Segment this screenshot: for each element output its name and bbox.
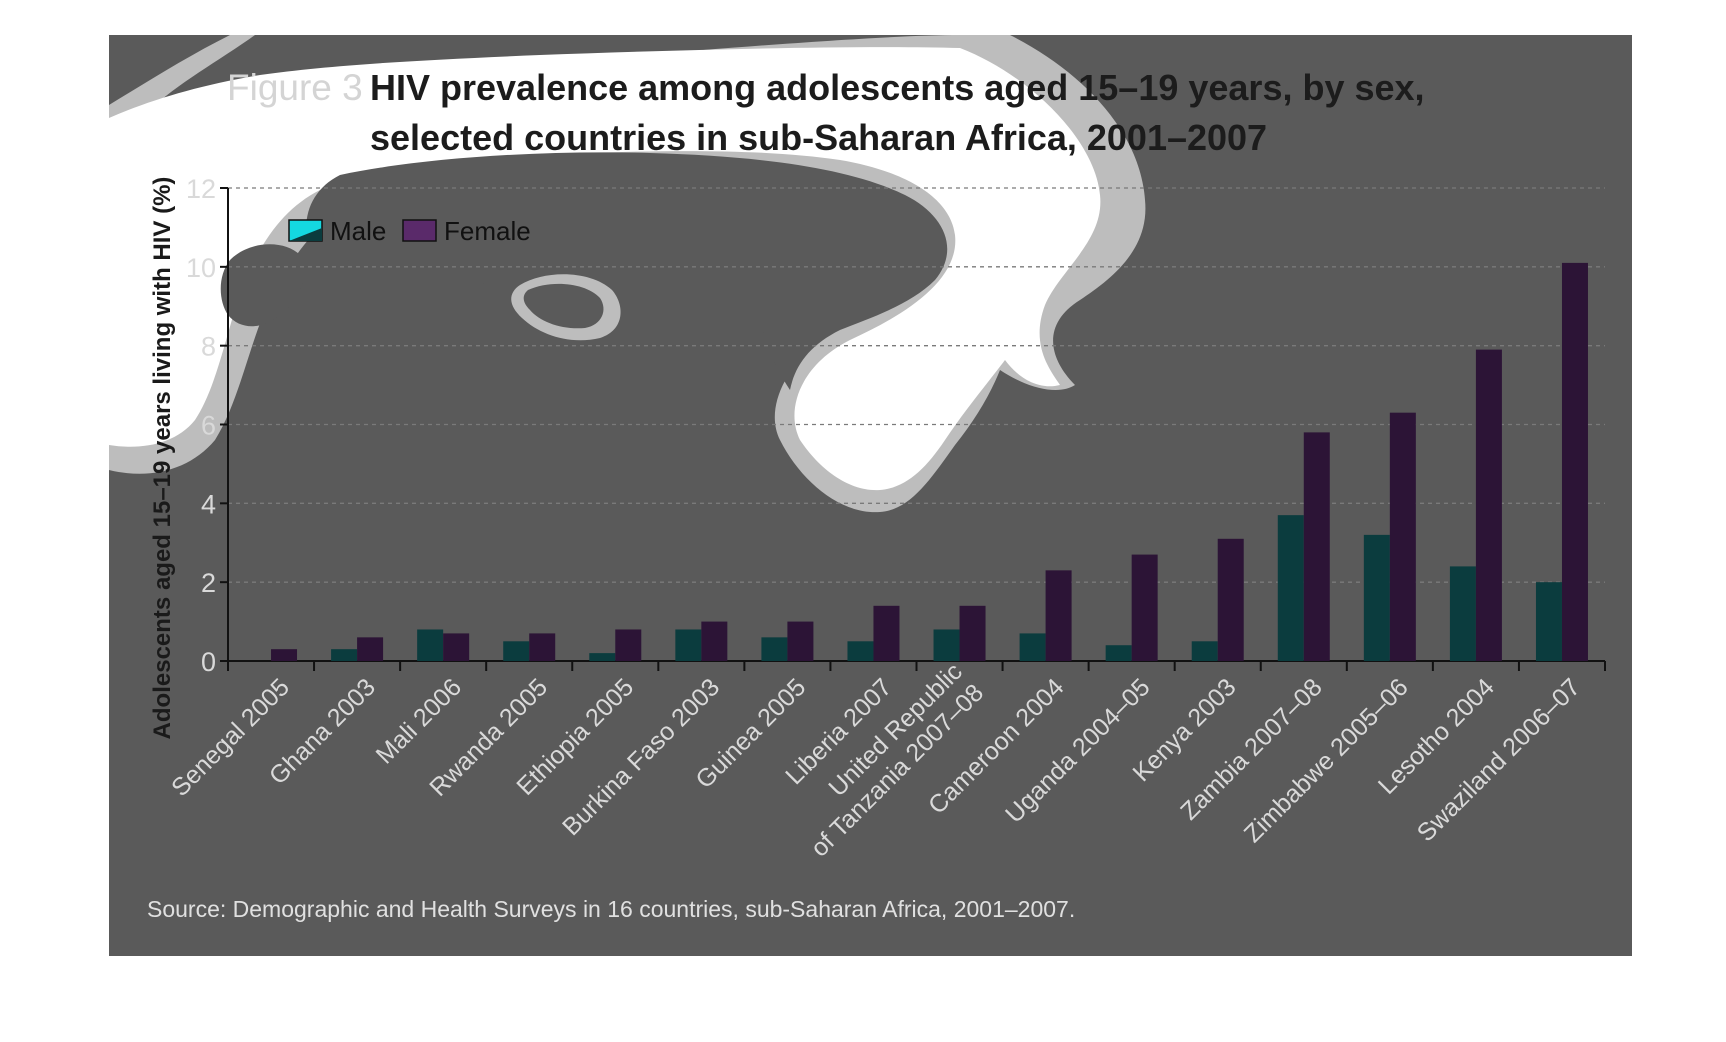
bar-female <box>1131 554 1158 661</box>
legend-label-male: Male <box>330 216 386 246</box>
bar-male <box>589 653 616 661</box>
bar-male <box>503 641 530 661</box>
map-shape-white <box>109 47 1101 491</box>
map-inner-dark <box>306 152 948 390</box>
bar-female <box>1217 538 1244 661</box>
map-lake-inner <box>523 283 604 329</box>
bar-female <box>1561 262 1588 661</box>
bar-female <box>443 633 470 661</box>
source-note: Source: Demographic and Health Surveys i… <box>147 896 1075 922</box>
bar-male <box>1535 582 1562 661</box>
y-tick-label: 4 <box>201 489 216 519</box>
y-tick-label: 10 <box>186 253 216 283</box>
map-inner-dark-2 <box>220 244 305 327</box>
y-tick-label: 2 <box>201 568 216 598</box>
chart-title-line-2: selected countries in sub-Saharan Africa… <box>370 117 1267 158</box>
legend-swatch-female <box>402 219 437 242</box>
bars <box>271 262 1588 661</box>
bar-female <box>1475 349 1502 661</box>
bar-female <box>787 621 814 661</box>
bar-male <box>675 629 702 661</box>
background-map-shape <box>109 35 1146 513</box>
bar-male <box>933 629 960 661</box>
bar-female <box>615 629 642 661</box>
bar-female <box>529 633 556 661</box>
bar-female <box>357 637 384 661</box>
figure-label: Figure 3 <box>227 67 363 108</box>
bar-male <box>761 637 788 661</box>
bar-male <box>1019 633 1046 661</box>
bar-female <box>701 621 728 661</box>
bar-male <box>1105 645 1132 661</box>
bar-female <box>1389 412 1416 661</box>
legend-label-female: Female <box>444 216 531 246</box>
chart-title-line-1: HIV prevalence among adolescents aged 15… <box>370 67 1425 108</box>
y-tick-label: 8 <box>201 332 216 362</box>
bar-male <box>331 649 358 661</box>
y-tick-labels: 0 2 4 6 8 10 12 <box>186 174 216 677</box>
y-tick-label: 0 <box>201 647 216 677</box>
bar-male <box>1277 515 1304 661</box>
legend-swatch-male-shade <box>289 228 322 241</box>
bar-male <box>1363 534 1390 661</box>
bar-male <box>1191 641 1218 661</box>
y-axis-label: Adolescents aged 15–19 years living with… <box>149 177 176 740</box>
bar-male <box>417 629 444 661</box>
bar-female <box>271 649 298 661</box>
y-tick-label: 12 <box>186 174 216 204</box>
y-tick-label: 6 <box>201 411 216 441</box>
bar-female <box>1045 570 1072 661</box>
bar-male <box>1449 566 1476 661</box>
bar-female <box>873 605 900 661</box>
bar-male <box>847 641 874 661</box>
legend: Male Female <box>288 216 531 246</box>
bar-female <box>1303 432 1330 661</box>
bar-female <box>959 605 986 661</box>
